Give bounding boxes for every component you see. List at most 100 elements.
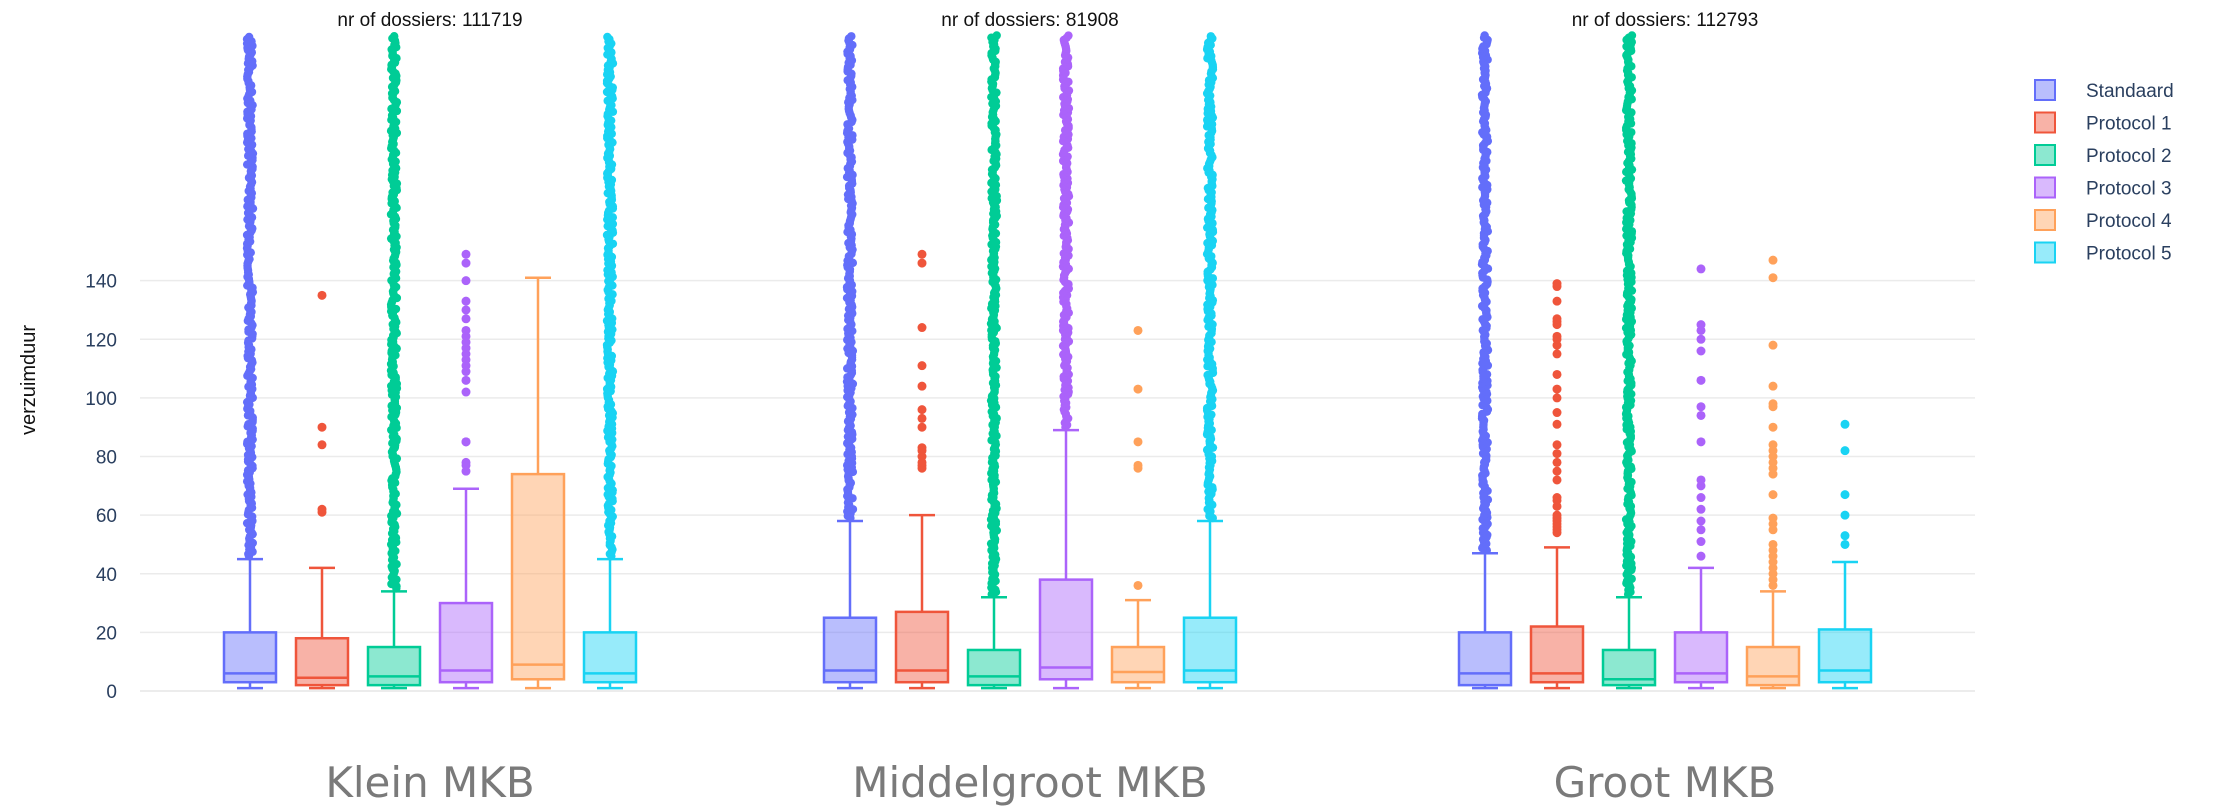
outlier-point: [1552, 393, 1562, 403]
y-tick-label: 80: [96, 448, 117, 469]
box-protocol-2[interactable]: [1601, 31, 1657, 690]
outlier-point: [1696, 410, 1706, 420]
outlier-point: [1696, 516, 1706, 526]
outlier-point: [461, 296, 471, 306]
legend-item[interactable]: Protocol 2: [2034, 144, 2172, 167]
legend-swatch: [2034, 144, 2056, 166]
outlier-point: [1840, 539, 1850, 549]
outlier-point: [1552, 296, 1562, 306]
outlier-point: [1552, 331, 1562, 341]
outlier-point: [1552, 419, 1562, 429]
outlier-point: [1840, 490, 1850, 500]
outlier-point: [1696, 537, 1706, 547]
outlier-point: [1768, 490, 1778, 500]
outlier-point: [461, 249, 471, 259]
outlier-point: [1840, 510, 1850, 520]
legend-item[interactable]: Protocol 5: [2034, 241, 2172, 265]
group-label: Middelgroot MKB: [852, 758, 1208, 806]
box-iqr: [1745, 645, 1801, 687]
group-subtitle: nr of dossiers: 112793: [1572, 10, 1759, 31]
outlier-point: [1552, 384, 1562, 394]
outlier-point: [1552, 279, 1562, 289]
outlier-point: [917, 323, 927, 333]
outlier-point: [917, 413, 927, 423]
outlier-point: [1768, 399, 1778, 409]
outlier-point: [461, 258, 471, 268]
outlier-point: [461, 276, 471, 286]
boxes: [222, 31, 1873, 690]
outlier-point: [992, 31, 1001, 40]
group-subtitles: nr of dossiers: 111719 nr of dossiers: 81…: [337, 10, 1758, 31]
outlier-point: [1552, 493, 1562, 503]
box-standaard[interactable]: [822, 32, 878, 690]
outlier-point: [917, 381, 927, 391]
box-protocol-3[interactable]: [1673, 264, 1729, 690]
group-subtitle: nr of dossiers: 111719: [337, 10, 522, 31]
box-protocol-5[interactable]: [1182, 32, 1238, 690]
box-iqr: [1817, 628, 1873, 684]
legend-item[interactable]: Standaard: [2034, 79, 2174, 102]
box-protocol-3[interactable]: [438, 249, 494, 690]
outlier-point: [1840, 419, 1850, 429]
outlier-point: [461, 314, 471, 324]
outlier-point: [1696, 551, 1706, 561]
legend-swatch: [2034, 111, 2056, 134]
box-protocol-1[interactable]: [894, 249, 950, 690]
box-standaard[interactable]: [222, 32, 278, 690]
outlier-point: [1840, 446, 1850, 456]
outlier-point: [1768, 539, 1778, 549]
outlier-point: [461, 387, 471, 397]
outlier-point: [317, 504, 327, 514]
box-iqr: [366, 645, 422, 687]
box-iqr: [222, 631, 278, 684]
box-protocol-3[interactable]: [1038, 31, 1094, 690]
outlier-point: [1768, 340, 1778, 350]
outlier-point: [917, 361, 927, 371]
outlier-point: [1696, 493, 1706, 503]
outlier-point: [917, 258, 927, 268]
legend-swatch: [2034, 176, 2056, 199]
box-protocol-5[interactable]: [582, 32, 638, 690]
outlier-point: [461, 457, 471, 467]
outlier-point: [1552, 457, 1562, 467]
outlier-point: [1133, 460, 1143, 470]
legend-item[interactable]: Protocol 3: [2034, 176, 2172, 200]
box-protocol-4[interactable]: [510, 276, 566, 690]
outlier-point: [1627, 31, 1637, 40]
y-tick-label: 120: [85, 330, 117, 351]
group-label: Klein MKB: [325, 758, 534, 806]
outlier-point: [1696, 375, 1706, 385]
outlier-point: [1552, 408, 1562, 418]
outlier-point: [1768, 440, 1778, 450]
legend-label: Protocol 5: [2086, 244, 2172, 265]
legend-label: Protocol 4: [2086, 211, 2172, 232]
box-iqr: [1457, 631, 1513, 687]
box-protocol-5[interactable]: [1817, 419, 1873, 690]
outlier-point: [1480, 31, 1489, 40]
box-protocol-2[interactable]: [366, 32, 422, 690]
legend-label: Standaard: [2086, 81, 2174, 102]
box-protocol-4[interactable]: [1745, 255, 1801, 690]
legend-item[interactable]: Protocol 1: [2034, 111, 2172, 135]
legend-label: Protocol 1: [2086, 114, 2172, 135]
outlier-point: [1768, 513, 1778, 523]
outlier-point: [917, 405, 927, 415]
legend[interactable]: Standaard Protocol 1 Protocol 2 Protocol 3 P…: [2034, 79, 2174, 265]
box-protocol-2[interactable]: [966, 31, 1022, 690]
box-standaard[interactable]: [1457, 31, 1513, 690]
outlier-point: [390, 32, 399, 41]
box-protocol-4[interactable]: [1110, 325, 1166, 690]
legend-swatch: [2034, 209, 2056, 231]
outlier-point: [603, 32, 612, 42]
outlier-point: [1696, 264, 1706, 274]
outlier-point: [1696, 402, 1706, 412]
box-iqr: [510, 472, 566, 681]
box-protocol-1[interactable]: [294, 290, 350, 690]
legend-swatch: [2034, 241, 2056, 264]
y-axis-ticks: 0 20 40 60 80 100 120 140: [85, 272, 117, 703]
y-tick-label: 60: [96, 506, 117, 527]
legend-item[interactable]: Protocol 4: [2034, 209, 2172, 232]
box-protocol-1[interactable]: [1529, 279, 1585, 690]
outlier-point: [1206, 32, 1216, 41]
